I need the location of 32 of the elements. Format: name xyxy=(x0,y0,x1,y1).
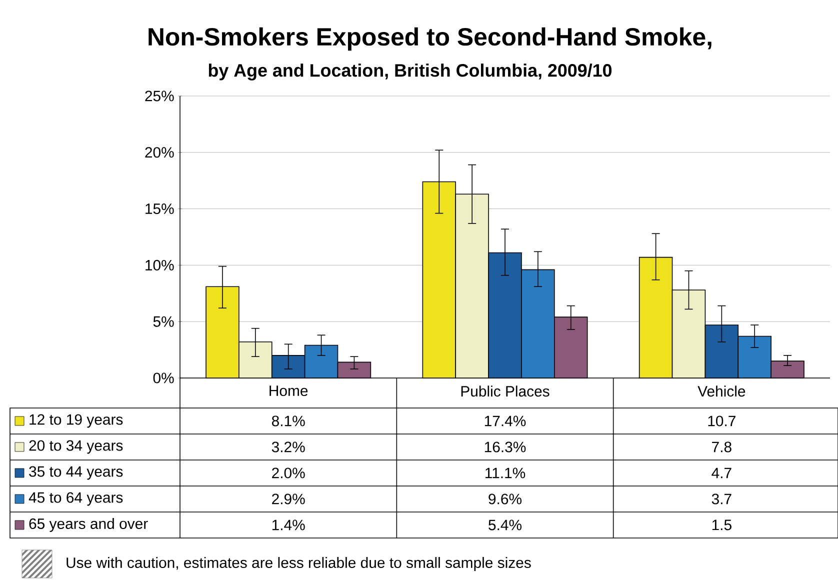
data-label: 2.9% xyxy=(272,494,305,504)
data-label: 1.4% xyxy=(272,520,305,530)
chart-subtitle: by Age and Location, British Columbia, 2009/10 xyxy=(208,64,612,80)
y-tick-label: 25% xyxy=(145,90,174,102)
text: Use with caution, estimates are less reliable due to small sample sizes xyxy=(66,557,531,571)
legend-label: 35 to 44 years xyxy=(29,466,123,480)
data-label: 11.1% xyxy=(486,468,526,478)
data-label: 1.5 xyxy=(712,520,732,530)
legend-label: 45 to 64 years xyxy=(28,492,123,506)
data-label: 2.0% xyxy=(272,468,305,478)
data-label: 17.4% xyxy=(484,416,526,426)
y-tick-label: 20% xyxy=(145,147,174,158)
x-tick-label: Public Places xyxy=(461,386,550,397)
legend-label: 65 years and over xyxy=(29,518,148,532)
data-label: 8.1% xyxy=(272,416,305,426)
data-label: 5.4% xyxy=(488,520,522,530)
data-label: 4.7 xyxy=(712,468,732,478)
legend-label: 20 to 34 years xyxy=(29,440,123,454)
data-label: 7.8 xyxy=(712,442,732,452)
legend-label: 12 to 19 years xyxy=(30,414,123,428)
y-tick-label: 5% xyxy=(153,316,174,327)
data-label: 16.3% xyxy=(484,442,526,452)
data-label: 10.7 xyxy=(708,416,736,426)
y-tick-label: 10% xyxy=(146,260,174,270)
data-label: 3.7 xyxy=(712,494,732,504)
data-label: 3.2% xyxy=(272,442,305,452)
data-label: 9.6% xyxy=(488,494,522,504)
y-tick-label: 15% xyxy=(146,204,174,214)
chart-title: Non-Smokers Exposed to Second-Hand Smoke, xyxy=(148,27,712,51)
y-tick-label: 0% xyxy=(153,372,174,384)
x-tick-label: Home xyxy=(270,386,308,396)
x-tick-label: Vehicle xyxy=(698,386,746,397)
